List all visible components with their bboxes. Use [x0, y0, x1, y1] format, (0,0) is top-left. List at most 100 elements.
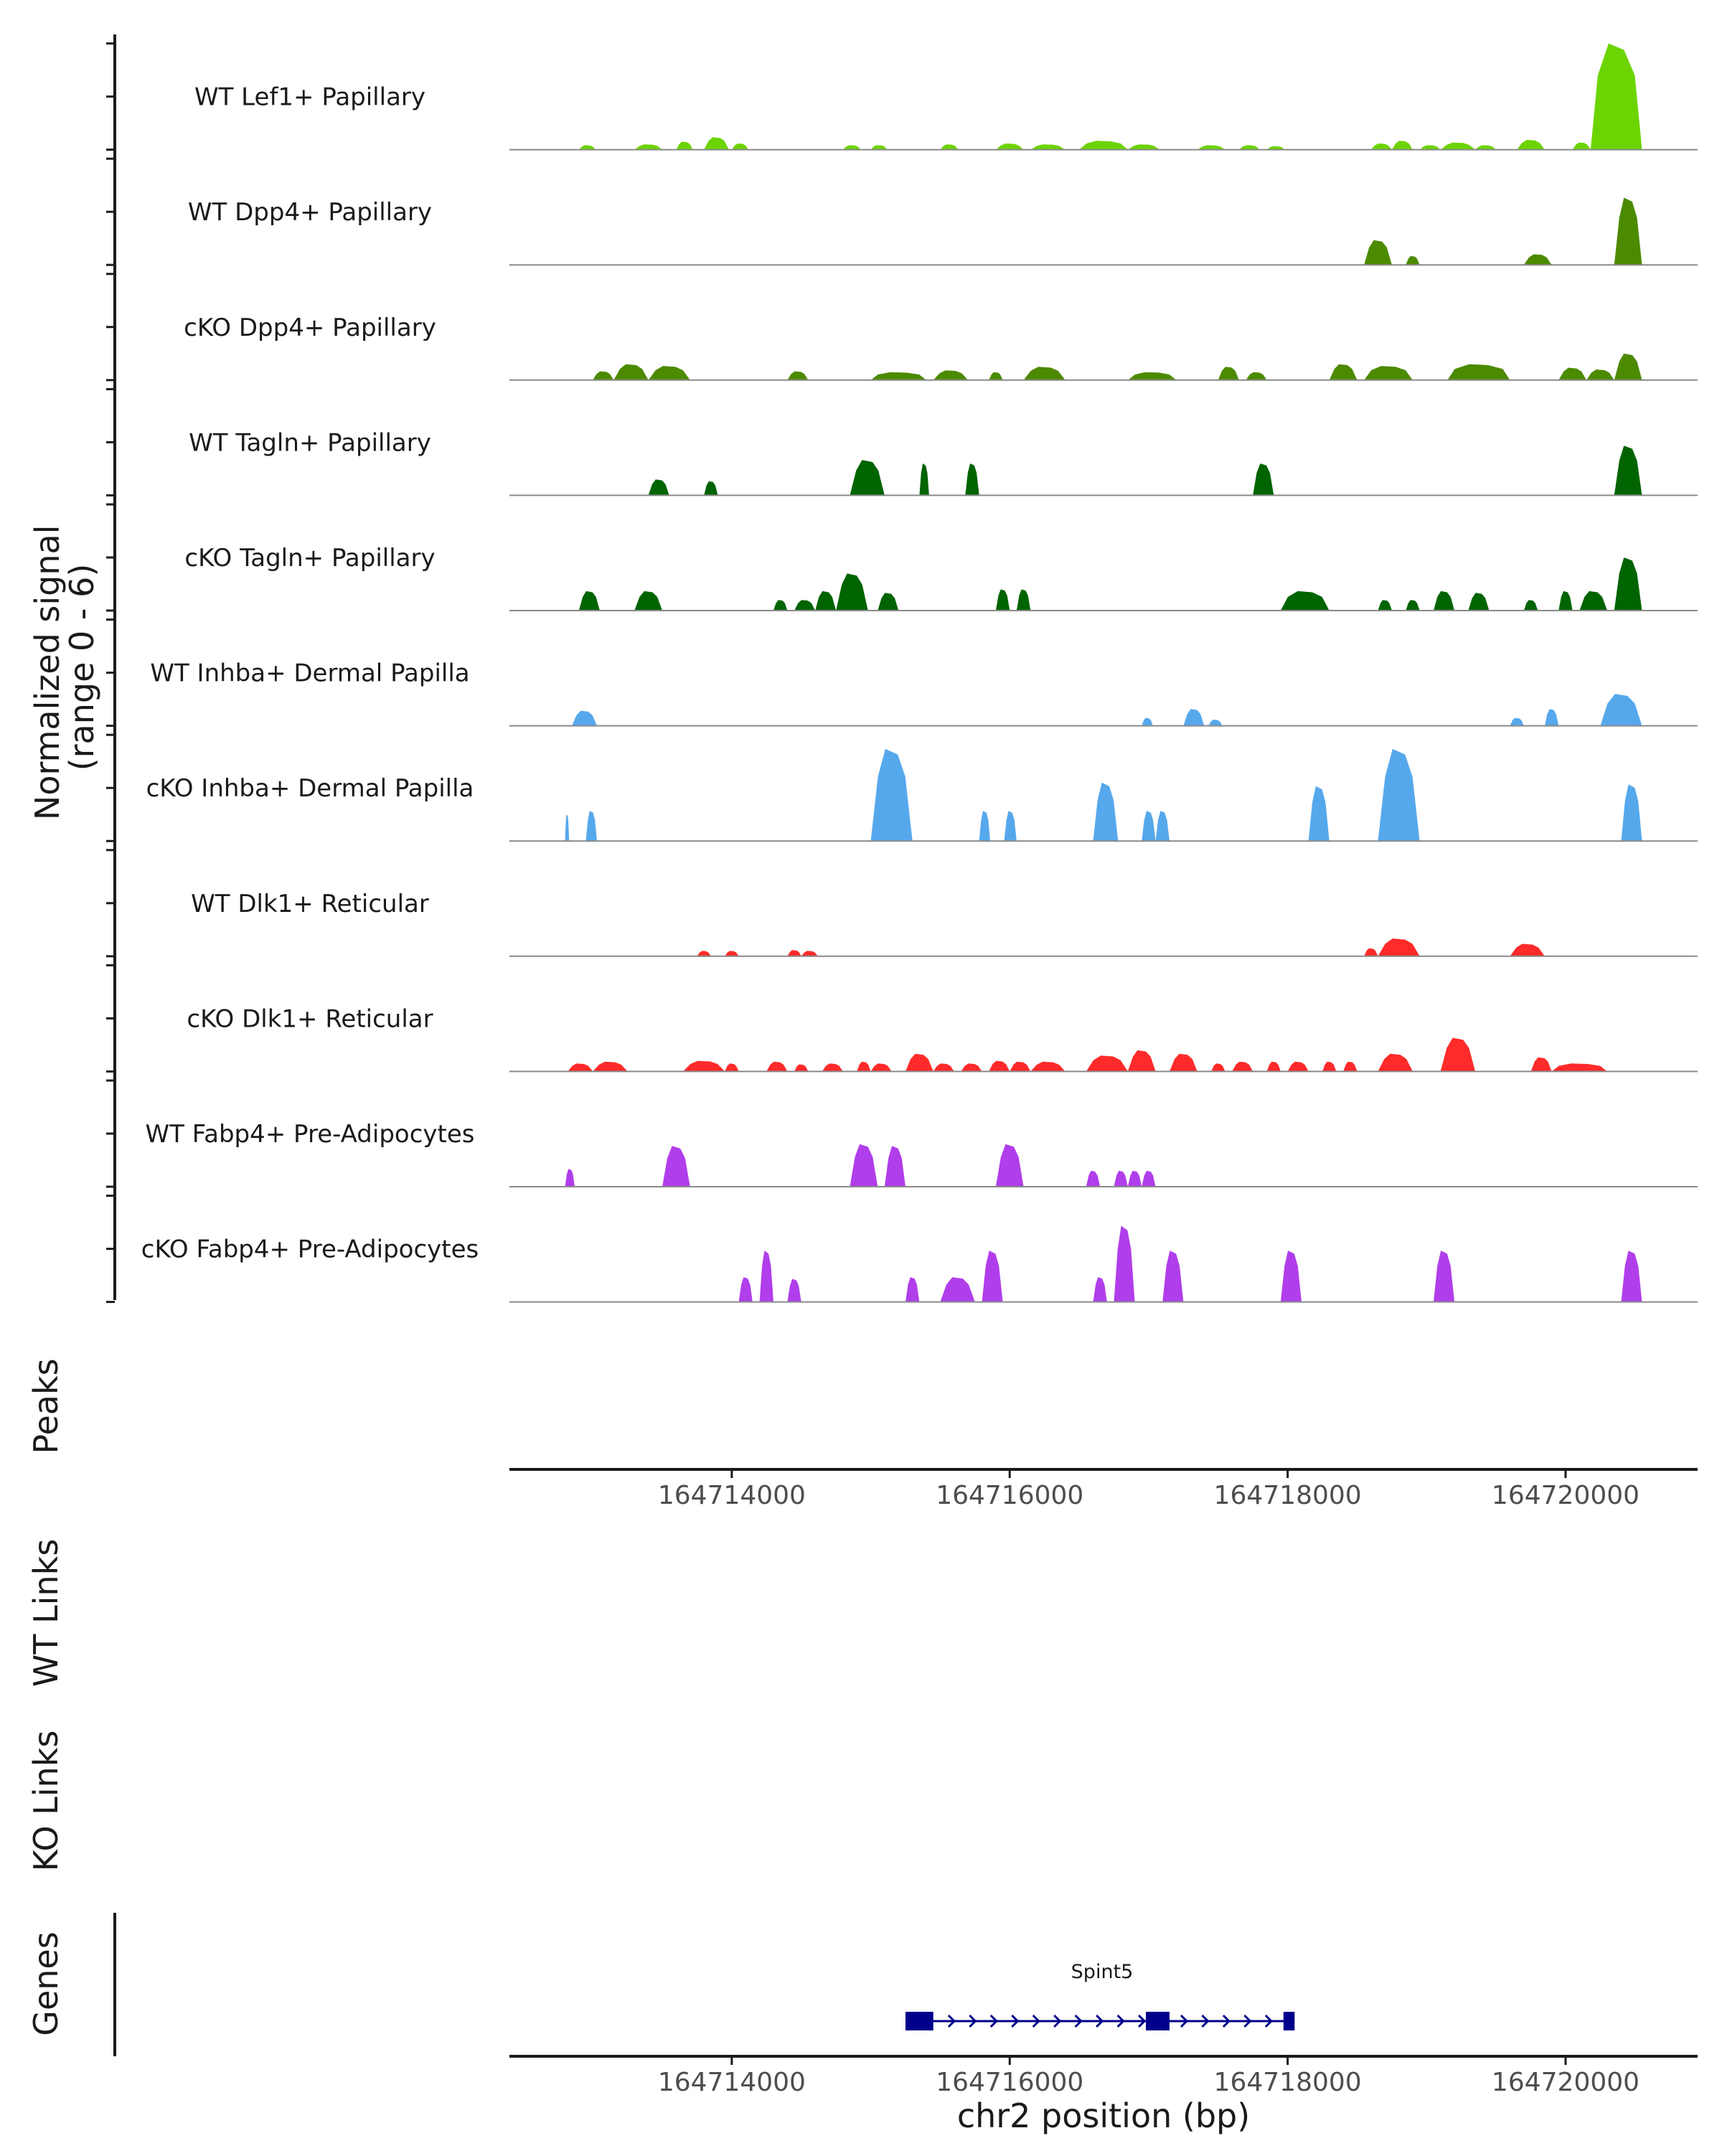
x-tick-label: 164714000: [658, 1481, 806, 1510]
coverage-peak: [1183, 709, 1205, 726]
coverage-peak: [870, 372, 927, 380]
coverage-peak: [704, 481, 718, 496]
coverage-peak: [1406, 600, 1420, 611]
coverage-peak: [1030, 1061, 1065, 1072]
x-tick-label: 164716000: [936, 2068, 1083, 2097]
x-tick-label: 164716000: [936, 1481, 1083, 1510]
track-label: WT Tagln+ Papillary: [189, 428, 431, 457]
coverage-peak: [1590, 43, 1642, 150]
track-wt-fabp4-pre-adipocytes: WT Fabp4+ Pre-Adipocytes: [146, 1120, 1698, 1187]
genes-x-axis: 164714000 164716000 164718000 164720000: [509, 2055, 1698, 2097]
coverage-peak: [773, 600, 788, 611]
coverage-peak: [995, 589, 1010, 611]
strand-arrow: [1011, 2014, 1020, 2028]
coverage-peak: [1558, 367, 1587, 380]
coverage-peak: [1600, 694, 1642, 726]
coverage-peak: [1162, 1251, 1184, 1302]
coverage-peak: [1419, 145, 1441, 150]
track-wt-inhba-dermal-papilla: WT Inhba+ Dermal Papilla: [150, 659, 1698, 727]
strand-arrow: [1032, 2014, 1040, 2028]
coverage-peak: [1530, 1057, 1552, 1072]
ko-links-panel-label: KO Links: [27, 1731, 65, 1872]
coverage-peak: [1010, 1061, 1031, 1072]
coverage-peak: [1440, 142, 1476, 150]
strand-arrow: [1222, 2014, 1231, 2028]
coverage-peak: [933, 370, 969, 380]
coverage-peak: [815, 590, 837, 611]
coverage-peak: [634, 590, 663, 611]
coverage-peak: [787, 1279, 801, 1302]
coverage-peak: [1142, 1170, 1156, 1187]
x-tick-label: 164718000: [1214, 2068, 1362, 2097]
coverage-peak: [850, 460, 885, 496]
coverage-peak: [1343, 1061, 1358, 1072]
coverage-peak: [1621, 1251, 1642, 1302]
coverage-peak: [1364, 366, 1413, 380]
coverage-peak: [613, 364, 649, 380]
coverage-peak: [1208, 720, 1223, 726]
coverage-peak: [857, 1061, 871, 1072]
track-cko-inhba-dermal-papilla: cKO Inhba+ Dermal Papilla: [146, 748, 1698, 842]
coverage-peak: [1127, 372, 1177, 380]
coverage-peak: [1155, 811, 1170, 842]
gene-exon: [1146, 2012, 1170, 2030]
coverage-peak: [1544, 709, 1559, 726]
coverage-peak: [1447, 364, 1510, 380]
coverage-peak: [1378, 600, 1392, 611]
coverage-peak: [565, 814, 570, 842]
track-label: cKO Fabp4+ Pre-Adipocytes: [141, 1235, 479, 1264]
strand-arrow: [1096, 2014, 1104, 2028]
y-axis-title: Normalized signal (range 0 - 6): [28, 514, 101, 820]
coverage-peak: [1579, 590, 1608, 611]
coverage-peak: [1364, 240, 1392, 265]
track-wt-tagln-papillary: WT Tagln+ Papillary: [189, 428, 1698, 496]
coverage-peak: [995, 143, 1024, 150]
strand-arrow: [1264, 2014, 1273, 2028]
coverage-peak: [1378, 748, 1420, 842]
coverage-peak: [1510, 717, 1524, 726]
coverage-peak: [1586, 369, 1614, 380]
gene-label-spint5: Spint5: [1071, 1961, 1134, 1983]
coverage-peak: [1475, 145, 1497, 150]
strand-arrow: [1138, 2014, 1147, 2028]
strand-arrow: [1116, 2014, 1125, 2028]
strand-arrow: [1201, 2014, 1210, 2028]
strand-arrow: [989, 2014, 998, 2028]
x-axes: 164714000 164716000 164718000 1647200001647…: [509, 1468, 1698, 2097]
coverage-peak: [1004, 811, 1017, 842]
coverage-peak: [1558, 590, 1573, 611]
coverage-peak: [1030, 144, 1065, 150]
coverage-peak: [1023, 367, 1065, 380]
coverage-peak: [1378, 1053, 1413, 1072]
coverage-peak: [683, 1060, 725, 1072]
track-label: WT Dpp4+ Papillary: [188, 198, 432, 227]
coverage-peak: [870, 748, 913, 842]
gene-exon: [1283, 2012, 1295, 2030]
coverage-peak: [1232, 1061, 1253, 1072]
coverage-peak: [1127, 1050, 1156, 1072]
coverage-peak: [1391, 141, 1413, 150]
coverage-peak: [1329, 364, 1358, 380]
signal-y-axis-ticks: [106, 42, 115, 1304]
coverage-peak: [1142, 811, 1156, 842]
coverage-peak: [1378, 938, 1420, 956]
coverage-peak: [697, 951, 711, 956]
gene-exon: [905, 2012, 933, 2030]
coverage-peak: [585, 811, 597, 842]
coverage-peak: [1287, 1061, 1309, 1072]
coverage-peak: [1434, 1251, 1455, 1302]
coverage-peak: [982, 1251, 1003, 1302]
coverage-peak: [1211, 1063, 1225, 1072]
track-wt-lef1-papillary: WT Lef1+ Papillary: [194, 43, 1698, 151]
coverage-peak: [961, 1063, 982, 1072]
x-tick-label: 164714000: [658, 2068, 806, 2097]
track-cko-fabp4-pre-adipocytes: cKO Fabp4+ Pre-Adipocytes: [141, 1225, 1698, 1303]
coverage-tracks: WT Lef1+ Papillary WT Dpp4+ Papillary cKO …: [141, 43, 1698, 1303]
coverage-peak: [1086, 1055, 1128, 1072]
coverage-peak: [648, 479, 669, 496]
coverage-peak: [1523, 254, 1552, 265]
coverage-peak: [1114, 1225, 1135, 1302]
track-label: cKO Inhba+ Dermal Papilla: [146, 774, 474, 803]
